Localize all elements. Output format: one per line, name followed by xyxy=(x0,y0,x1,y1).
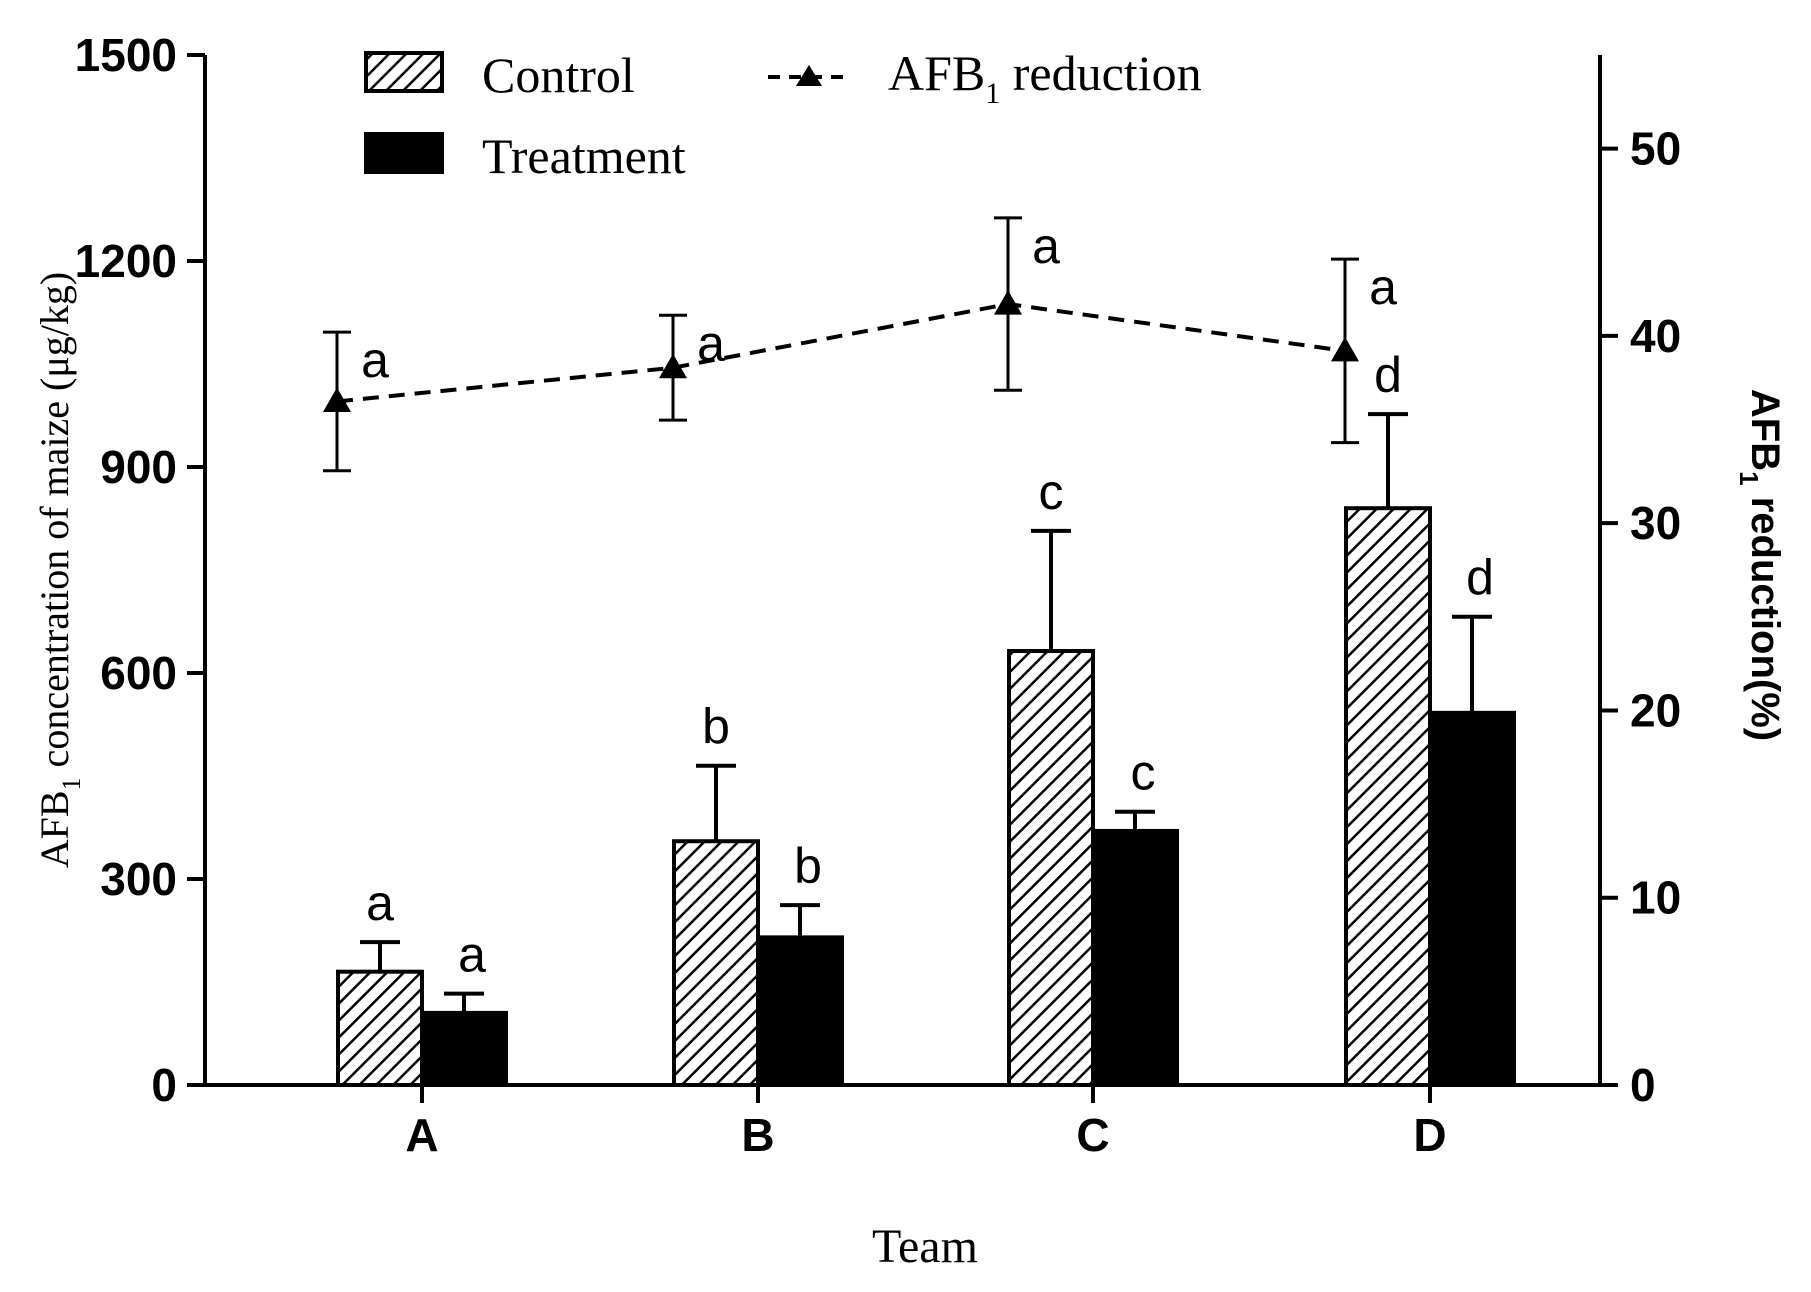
bar-treatment-B xyxy=(756,935,844,1087)
legend-label-reduction: AFB1 reduction xyxy=(888,45,1202,110)
y-right-tick-label: 0 xyxy=(1630,1059,1656,1111)
bars-layer xyxy=(336,412,1516,1088)
control-significance-label: c xyxy=(1039,464,1064,520)
bar-control-B xyxy=(672,839,760,1087)
y-right-tick-label: 10 xyxy=(1630,872,1681,924)
bar-control-D xyxy=(1344,506,1432,1087)
y-left-axis-title: AFB1 concentration of maize (μg/kg) xyxy=(32,272,86,869)
bar-control-A xyxy=(336,969,424,1088)
reduction-significance-label: a xyxy=(361,332,389,388)
x-category-label: C xyxy=(1076,1109,1109,1161)
y-right-tick-label: 30 xyxy=(1630,497,1681,549)
treatment-significance-label: d xyxy=(1466,550,1494,606)
bar-treatment-C xyxy=(1091,828,1179,1088)
control-significance-label: a xyxy=(366,875,394,931)
x-category-label: A xyxy=(405,1109,438,1161)
bar-control-C xyxy=(1007,649,1095,1087)
reduction-point-B xyxy=(659,353,687,379)
legend-swatch-control xyxy=(364,51,444,93)
y-right-axis-title: AFB1 reduction(%) xyxy=(1734,389,1787,741)
y-left-tick-label: 900 xyxy=(100,441,177,493)
legend-label-reduction-subscript: 1 xyxy=(985,77,1000,110)
reduction-point-A xyxy=(323,387,351,412)
legend-label-reduction-main: AFB xyxy=(888,45,985,101)
y-left-tick-label: 1500 xyxy=(75,29,177,81)
treatment-significance-label: c xyxy=(1131,745,1156,801)
axes-layer xyxy=(187,53,1618,1103)
reduction-line xyxy=(336,302,1346,404)
y-left-tick-label: 0 xyxy=(151,1059,177,1111)
y-right-tick-label: 20 xyxy=(1630,684,1681,736)
legend-label-treatment: Treatment xyxy=(482,128,686,184)
control-significance-label: b xyxy=(702,699,730,755)
reduction-significance-label: a xyxy=(1032,218,1060,274)
y-right-axis-title-subscript: 1 xyxy=(1734,471,1764,485)
y-right-axis-title-rest: reduction(%) xyxy=(1743,486,1787,742)
legend-label-control: Control xyxy=(482,47,635,103)
line-series-layer xyxy=(323,216,1359,473)
y-right-tick-label: 40 xyxy=(1630,310,1681,362)
legend-marker-reduction xyxy=(796,65,822,86)
reduction-point-D xyxy=(1331,336,1359,362)
bar-treatment-A xyxy=(420,1010,508,1088)
reduction-point-C xyxy=(994,290,1022,315)
x-category-label: B xyxy=(741,1109,774,1161)
y-left-axis-title-rest: concentration of maize (μg/kg) xyxy=(32,272,77,778)
y-left-tick-label: 600 xyxy=(100,647,177,699)
treatment-significance-label: a xyxy=(458,927,486,983)
bar-treatment-D xyxy=(1428,710,1516,1087)
reduction-significance-label: a xyxy=(697,315,725,371)
y-left-axis-title-subscript: 1 xyxy=(57,777,86,790)
y-left-axis-title-main: AFB xyxy=(32,790,77,868)
y-right-tick-label: 50 xyxy=(1630,123,1681,175)
y-right-axis-title-main: AFB xyxy=(1743,389,1787,471)
y-left-axis-title-group: AFB1 concentration of maize (μg/kg) xyxy=(32,272,86,869)
x-category-label: D xyxy=(1413,1109,1446,1161)
control-significance-label: d xyxy=(1374,347,1402,403)
legend-label-reduction-rest: reduction xyxy=(1000,45,1201,101)
reduction-significance-label: a xyxy=(1369,259,1397,315)
legend-swatch-treatment xyxy=(364,132,444,174)
x-axis-title: Team xyxy=(872,1220,978,1273)
legend: Control Treatment AFB1 reduction xyxy=(364,45,1202,184)
y-left-tick-label: 1200 xyxy=(75,235,177,287)
y-left-tick-label: 300 xyxy=(100,853,177,905)
treatment-significance-label: b xyxy=(794,838,822,894)
y-right-axis-title-group: AFB1 reduction(%) xyxy=(1734,389,1787,741)
